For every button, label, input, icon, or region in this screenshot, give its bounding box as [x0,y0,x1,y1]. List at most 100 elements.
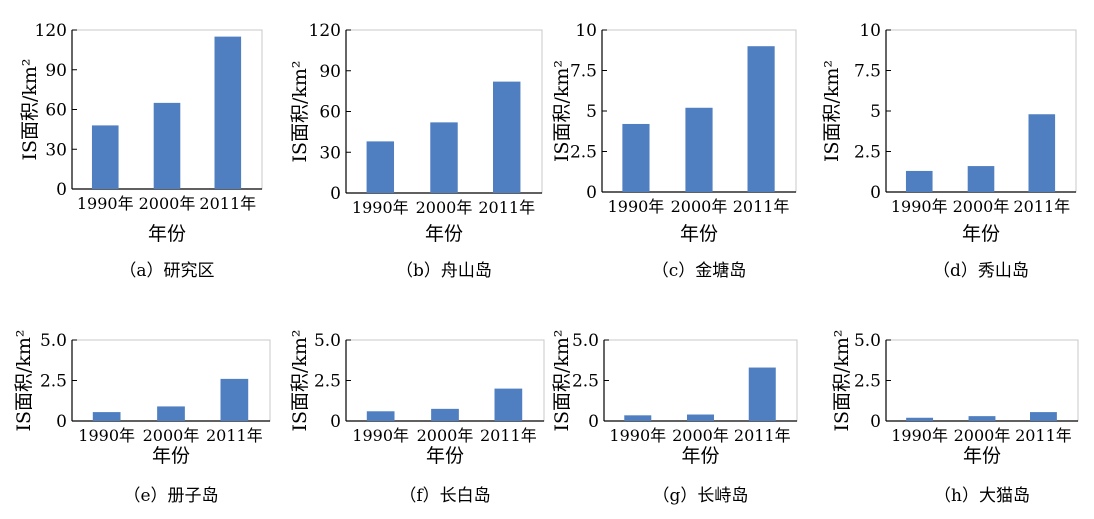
bar [622,123,650,192]
y-tick-label: 10 [575,21,597,41]
bar [624,415,652,421]
x-tick-label: 2000年 [139,194,196,213]
panel-caption: （c）金塘岛 [652,261,747,281]
y-tick-label: 0 [56,412,67,432]
y-tick-label: 7.5 [570,62,597,82]
bar [1030,412,1057,421]
y-tick-label: 5 [870,102,881,122]
x-tick-label: 2011年 [1013,197,1070,216]
x-tick-label: 1990年 [352,198,409,217]
x-axis-label: 年份 [426,445,464,467]
x-axis-label: 年份 [681,445,719,467]
y-tick-label: 5.0 [314,331,341,351]
panel-caption: （b）舟山岛 [396,261,492,281]
x-tick-label: 1990年 [891,197,948,216]
y-tick-label: 0 [870,412,881,432]
y-tick-label: 30 [319,143,341,163]
y-axis-label: IS面积/km² [821,60,843,162]
bar [431,408,459,421]
y-tick-label: 120 [309,21,341,41]
y-axis-label: IS面积/km² [289,329,311,431]
bar [906,417,934,421]
panel-caption: （a）研究区 [119,261,214,281]
x-tick-label: 1990年 [352,426,409,445]
y-tick-label: 0 [56,180,67,200]
y-tick-label: 0 [588,412,599,432]
y-tick-label: 5.0 [40,331,67,351]
bar [686,414,715,421]
y-tick-label: 5 [586,102,597,122]
x-axis-label: 年份 [962,223,1000,245]
y-tick-label: 10 [859,21,881,41]
plot-frame [885,339,1079,422]
x-tick-label: 1990年 [77,194,134,213]
x-axis-label: 年份 [963,445,1001,467]
bar [153,102,181,189]
bar [905,170,933,192]
x-tick-label: 2000年 [416,198,473,217]
x-axis-label: 年份 [680,223,718,245]
y-axis-label: IS面积/km² [289,60,311,162]
panel-caption: （f）长白岛 [399,486,490,506]
bar [747,46,775,193]
x-tick-label: 2011年 [480,426,537,445]
x-tick-label: 2011年 [206,426,263,445]
bar [157,406,185,421]
bar [967,166,995,192]
x-axis-label: 年份 [148,223,186,245]
x-tick-label: 1990年 [609,426,666,445]
y-axis-label: IS面积/km² [13,329,35,431]
panel-caption: （e）册子岛 [123,486,218,506]
y-axis-label: IS面积/km² [831,329,853,431]
y-tick-label: 0 [870,183,881,203]
x-tick-label: 2011年 [733,197,790,216]
x-axis-label: 年份 [425,223,463,245]
panel-caption: （d）秀山岛 [933,261,1029,281]
panel-caption: （h）大猫岛 [934,486,1030,506]
bar [91,125,119,189]
y-tick-label: 0 [330,412,341,432]
x-tick-label: 2011年 [478,198,535,217]
x-tick-label: 2000年 [672,426,729,445]
y-tick-label: 0 [330,184,341,204]
x-axis-label: 年份 [152,445,190,467]
bar [493,81,521,193]
bar [494,388,523,421]
bar [366,141,395,193]
x-tick-label: 2011年 [199,194,256,213]
x-tick-label: 2000年 [143,426,200,445]
bar [220,378,249,421]
y-axis-label: IS面积/km² [551,329,573,431]
y-axis-label: IS面积/km² [19,58,41,160]
y-tick-label: 30 [45,140,67,160]
y-tick-label: 5.0 [572,331,599,351]
x-tick-label: 1990年 [608,197,665,216]
y-tick-label: 90 [319,62,341,82]
bar [366,411,395,421]
y-tick-label: 2.5 [854,143,881,163]
bar [968,416,996,421]
y-tick-label: 2.5 [572,372,599,392]
x-tick-label: 2000年 [671,197,728,216]
y-tick-label: 60 [319,103,341,123]
y-tick-label: 60 [45,101,67,121]
y-tick-label: 2.5 [854,372,881,392]
x-tick-label: 2011年 [734,426,791,445]
y-tick-label: 2.5 [314,372,341,392]
bar [748,367,776,421]
x-tick-label: 2000年 [954,426,1011,445]
bar [92,412,121,421]
x-tick-label: 1990年 [891,426,948,445]
x-tick-label: 2000年 [417,426,474,445]
y-tick-label: 2.5 [570,143,597,163]
x-tick-label: 1990年 [78,426,135,445]
y-axis-label: IS面积/km² [551,60,573,162]
y-tick-label: 90 [45,61,67,81]
